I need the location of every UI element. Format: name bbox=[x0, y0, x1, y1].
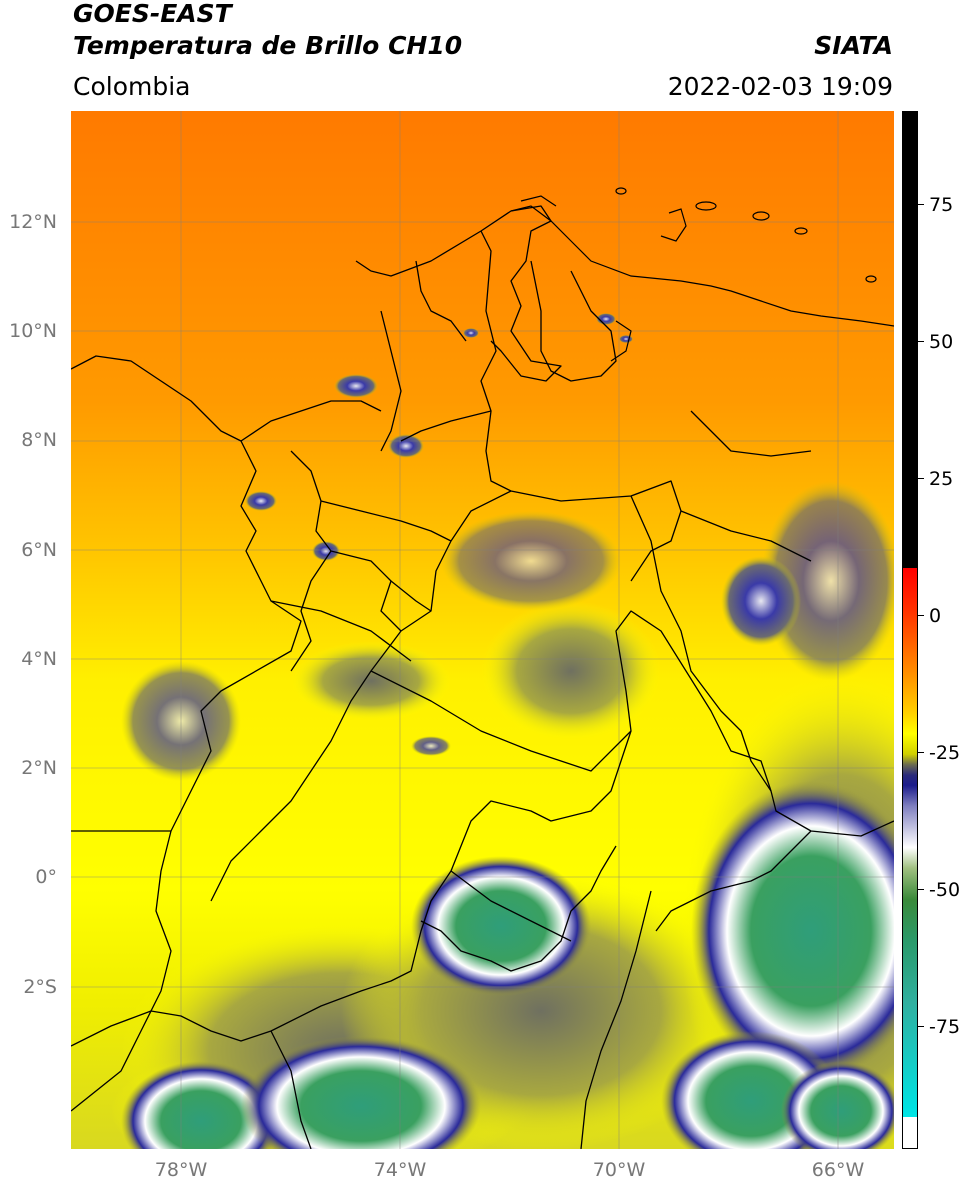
coastline bbox=[510, 187, 894, 362]
borders bbox=[71, 205, 894, 1149]
lat-label-2n: 2°N bbox=[21, 757, 57, 779]
lon-label-70w: 70°W bbox=[592, 1159, 646, 1181]
lon-label-66w: 66°W bbox=[811, 1159, 865, 1181]
lat-label-10n: 10°N bbox=[9, 320, 57, 342]
lat-label-8n: 8°N bbox=[21, 429, 57, 451]
lat-label-equator: 0° bbox=[35, 866, 57, 888]
timestamp-label: 2022-02-03 19:09 bbox=[667, 72, 893, 101]
lat-label-6n: 6°N bbox=[21, 539, 57, 561]
lon-label-78w: 78°W bbox=[154, 1159, 208, 1181]
colorbar-label-minus50: -50 bbox=[929, 879, 961, 901]
satellite-title: GOES-EAST bbox=[73, 0, 232, 28]
agency-label: SIATA bbox=[814, 31, 893, 60]
lat-label-4n: 4°N bbox=[21, 648, 57, 670]
colorbar-label-75: 75 bbox=[929, 194, 954, 216]
colorbar-label-minus25: -25 bbox=[929, 742, 961, 764]
region-label: Colombia bbox=[73, 72, 191, 101]
colorbar-label-minus75: -75 bbox=[929, 1016, 961, 1038]
temperature-colorbar bbox=[902, 111, 918, 1149]
brightness-temperature-map bbox=[71, 111, 894, 1149]
colorbar-label-50: 50 bbox=[929, 331, 954, 353]
lat-label-12n: 12°N bbox=[9, 211, 57, 233]
product-title: Temperatura de Brillo CH10 bbox=[73, 31, 463, 60]
lon-label-74w: 74°W bbox=[373, 1159, 427, 1181]
lat-label-2s: 2°S bbox=[23, 976, 57, 998]
colorbar-label-25: 25 bbox=[929, 468, 954, 490]
colorbar-label-0: 0 bbox=[929, 605, 942, 627]
